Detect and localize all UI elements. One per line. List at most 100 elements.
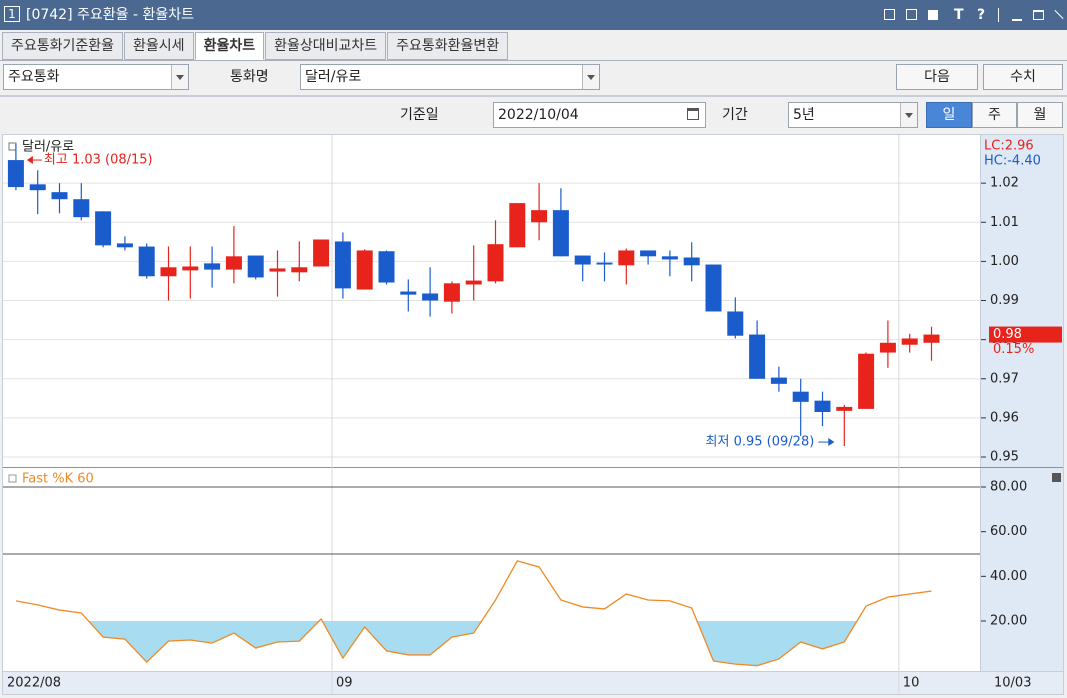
window-icon-text[interactable]: T	[954, 7, 964, 23]
candle-body	[247, 255, 264, 278]
window-icon[interactable]	[884, 9, 895, 20]
candle-body	[182, 266, 199, 271]
market-value: 주요통화	[8, 69, 60, 85]
tab-bar: 주요통화기준환율 환율시세 환율차트 환율상대비교차트 주요통화환율변환	[2, 32, 509, 60]
candle-body	[487, 244, 504, 282]
hc-label: HC:-4.40	[984, 154, 1041, 169]
dropdown-arrow[interactable]	[582, 65, 599, 89]
change-label: 0.15%	[993, 342, 1034, 357]
candle-body	[770, 377, 787, 384]
title-bar: 1 [0742] 주요환율 - 환율차트 T ?	[0, 0, 1067, 30]
price-tag-label: 0.98	[993, 327, 1022, 342]
candle-body	[574, 255, 591, 265]
panel-icon	[8, 474, 17, 483]
calendar-icon[interactable]	[687, 108, 699, 120]
currency-select[interactable]: 달러/유로	[300, 64, 600, 90]
candle-body	[160, 267, 177, 277]
candle-body	[531, 210, 548, 223]
currency-label: 통화명	[230, 69, 269, 85]
candle-body	[291, 267, 308, 273]
window-title: [0742] 주요환율 - 환율차트	[26, 7, 194, 23]
currency-value: 달러/유로	[305, 69, 362, 85]
candle-body	[618, 250, 635, 266]
y-tick-label: 0.97	[990, 371, 1019, 386]
annotation-arrowhead	[26, 156, 33, 165]
x-tick-label: 10	[903, 676, 920, 691]
panel-icon	[8, 142, 17, 151]
panel-button[interactable]	[1052, 473, 1061, 482]
tab[interactable]: 환율차트	[194, 32, 265, 60]
candle-body	[465, 280, 482, 285]
candle-body	[204, 263, 221, 270]
date-input[interactable]: 2022/10/04	[493, 102, 706, 128]
candle-body	[334, 241, 351, 289]
candle-body	[552, 210, 569, 257]
candle-body	[225, 256, 242, 270]
date-value: 2022/10/04	[498, 107, 579, 123]
tab[interactable]: 환율시세	[124, 32, 194, 60]
y-tick-label: 20.00	[990, 614, 1027, 629]
period-value: 5년	[793, 107, 815, 123]
tab[interactable]: 주요통화환율변환	[387, 32, 509, 60]
close[interactable]	[1054, 9, 1064, 20]
month-button[interactable]: 월	[1017, 102, 1063, 128]
y-tick-label: 1.01	[990, 215, 1019, 230]
panel-title: 달러/유로	[22, 140, 74, 155]
low-annotation: 최저 0.95 (09/28)	[706, 435, 815, 450]
week-button[interactable]: 주	[972, 102, 1017, 128]
candle-body	[640, 250, 657, 257]
lc-label: LC:2.96	[984, 139, 1034, 154]
period-label: 기간	[722, 107, 748, 123]
candle-body	[313, 239, 330, 267]
next-button[interactable]: 다음	[896, 64, 978, 90]
day-button[interactable]: 일	[926, 102, 972, 128]
candle-body	[923, 334, 940, 343]
candle-body	[269, 268, 286, 272]
dropdown-arrow[interactable]	[900, 103, 917, 127]
window-icon-text[interactable]: ?	[977, 7, 986, 23]
candle-body	[95, 211, 112, 246]
annotation-arrowhead	[828, 438, 835, 447]
minimize[interactable]	[1012, 19, 1022, 21]
window-number: 1	[4, 6, 20, 22]
candle-body	[705, 264, 722, 312]
maximize[interactable]	[1033, 10, 1044, 20]
tab[interactable]: 주요통화기준환율	[2, 32, 124, 60]
price-tag	[989, 326, 1062, 343]
separator	[0, 95, 1067, 97]
date-label: 기준일	[400, 107, 439, 123]
candle-body	[509, 203, 526, 248]
y-tick-label: 80.00	[990, 480, 1027, 495]
x-axis-area	[3, 672, 1063, 694]
dropdown-arrow[interactable]	[171, 65, 188, 89]
tab[interactable]: 환율상대비교차트	[265, 32, 387, 60]
candle-body	[596, 262, 613, 265]
period-select[interactable]: 5년	[788, 102, 918, 128]
y-tick-label: 1.00	[990, 254, 1019, 269]
high-annotation: 최고 1.03 (08/15)	[44, 153, 153, 168]
y-tick-label: 0.96	[990, 410, 1019, 425]
plot-area	[3, 135, 980, 671]
candle-body	[356, 250, 373, 290]
candle-body	[422, 293, 439, 301]
last-date: 10/03	[994, 676, 1031, 691]
candle-body	[51, 192, 68, 200]
y-axis-area	[981, 135, 1063, 671]
separator	[0, 60, 1067, 61]
candle-body	[749, 334, 766, 379]
candle-body	[901, 338, 918, 345]
candle-body	[73, 199, 90, 218]
y-tick-label: 1.02	[990, 176, 1019, 191]
market-select[interactable]: 주요통화	[3, 64, 189, 90]
values-button[interactable]: 수치	[983, 64, 1063, 90]
window-icon[interactable]	[906, 9, 917, 20]
candle-body	[7, 160, 24, 188]
y-tick-label: 60.00	[990, 524, 1027, 539]
candle-body	[814, 400, 831, 413]
window-icon[interactable]	[928, 10, 938, 20]
candle-body	[443, 283, 460, 302]
candle-body	[836, 406, 853, 411]
y-tick-label: 40.00	[990, 569, 1027, 584]
candle-body	[792, 391, 809, 402]
